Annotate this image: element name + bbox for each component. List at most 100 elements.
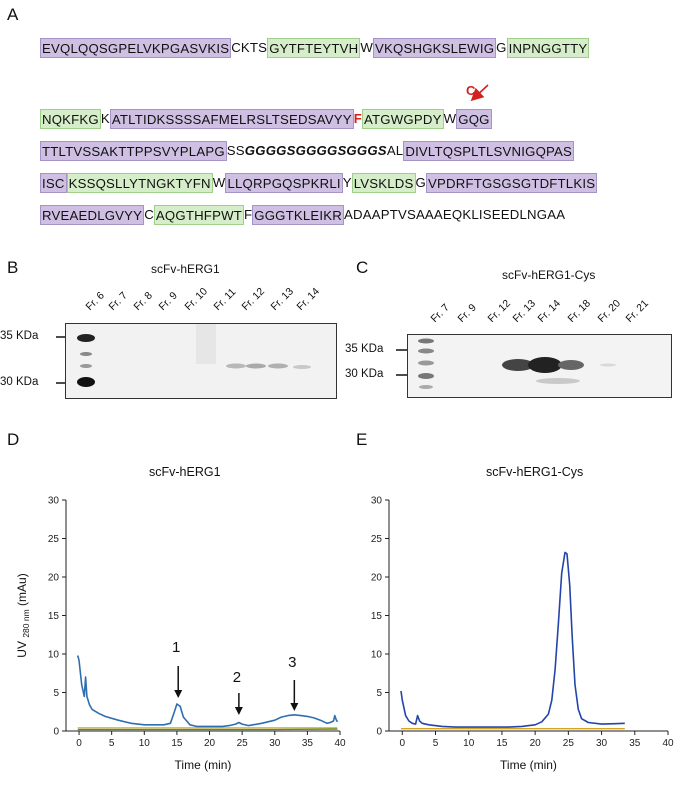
gel-b-marker-35: 35 KDa [0, 330, 39, 342]
framework-segment: EVQLQQSGPELVKPGASVKIS [40, 38, 232, 58]
y-axis-label-unit: (mAu) [15, 573, 29, 609]
panel-letter-e: E [356, 430, 368, 449]
residue-segment: G [496, 40, 507, 55]
y-axis-label-main: UV [15, 638, 29, 658]
gel-c-title: scFv-hERG1-Cys [502, 268, 596, 282]
framework-segment: VPDRFTGSGSGTDFTLKIS [426, 173, 598, 193]
x-tick-label: 10 [139, 738, 151, 749]
framework-segment: ISC [40, 173, 67, 193]
peak-arrow-head [290, 703, 299, 711]
x-tick-label: 0 [400, 738, 406, 749]
peak-arrow-head [234, 707, 243, 715]
residue-segment: SS [226, 143, 245, 158]
peak-label: 2 [233, 669, 241, 686]
cdr-segment: AQGTHFPWT [153, 205, 244, 225]
x-tick-label: 30 [269, 738, 281, 749]
y-tick-label: 5 [376, 688, 382, 699]
sequence-line: EVQLQQSGPELVKPGASVKIS CKTS GYTFTEYTVH W VKQS… [40, 37, 590, 59]
y-tick-label: 5 [53, 688, 59, 699]
y-tick-label: 0 [376, 727, 382, 738]
framework-segment: LLQRPGQSPKRLI [225, 173, 343, 193]
x-axis-label: Time (min) [500, 758, 557, 772]
x-tick-label: 5 [433, 738, 439, 749]
sequence-line: TTLTVSSAKTTPPSVYPLAPG SS GGGGSGGGGSGGGS AL D… [40, 140, 575, 162]
gel-c-marker-30: 30 KDa [345, 368, 384, 380]
framework-segment: DIVLTQSPLTLSVNIGQPAS [403, 141, 575, 161]
y-tick-label: 30 [48, 496, 60, 507]
framework-segment: ATLTIDKSSSSAFMELRSLTSEDSAVYY [109, 109, 354, 129]
y-tick-label: 20 [48, 573, 60, 584]
sequence-line: NQKFKG K ATLTIDKSSSSAFMELRSLTSEDSAVYY F ATGW… [40, 108, 492, 130]
gel-b-title: scFv-hERG1 [151, 262, 220, 276]
chart-d-title: scFv-hERG1 [149, 465, 221, 479]
peak-label: 3 [288, 654, 296, 671]
residue-segment: W [212, 175, 226, 190]
x-tick-label: 40 [662, 738, 674, 749]
sequence-line: RVEAEDLGVYY C AQGTHFPWT F GGGTKLEIKR ADAAPTVS… [40, 204, 565, 226]
x-tick-label: 25 [563, 738, 575, 749]
gel-b-image [65, 323, 337, 399]
framework-segment: GGGTKLEIKR [252, 205, 344, 225]
y-tick-label: 0 [53, 727, 59, 738]
x-tick-label: 40 [334, 738, 346, 749]
residue-segment: ADAAPTVSAAAEQKLISEEDLNGAA [343, 207, 566, 222]
residue-segment: F [243, 207, 253, 222]
cdr-segment: KSSQSLLYTNGKTYFN [66, 173, 213, 193]
residue-segment: C [144, 207, 154, 222]
y-axis-label-sub: 280 nm [21, 609, 31, 637]
cdr-segment: ATGWGPDY [362, 109, 444, 129]
residue-segment: K [100, 111, 110, 126]
panel-letter-b: B [7, 258, 19, 277]
y-tick-label: 30 [371, 496, 383, 507]
y-axis-label: UV 280 nm (mAu) [15, 573, 31, 657]
y-tick-label: 25 [371, 534, 383, 545]
x-tick-label: 15 [171, 738, 183, 749]
framework-segment: RVEAEDLGVYY [40, 205, 145, 225]
x-tick-label: 35 [302, 738, 314, 749]
gel-c-image [407, 334, 672, 398]
y-tick-label: 15 [371, 611, 383, 622]
x-tick-label: 5 [109, 738, 115, 749]
panel-letter-d: D [7, 430, 20, 449]
x-tick-label: 30 [596, 738, 608, 749]
series-line-0 [400, 551, 625, 728]
cdr-segment: LVSKLDS [351, 173, 416, 193]
residue-segment: AL [386, 143, 404, 158]
panel-letter-c: C [356, 258, 369, 277]
cdr-segment: GYTFTEYTVH [267, 38, 361, 58]
residue-segment: G [415, 175, 426, 190]
x-tick-label: 20 [530, 738, 542, 749]
framework-segment: GQG [456, 109, 492, 129]
peak-arrow-head [174, 690, 183, 698]
residue-segment: CKTS [231, 40, 268, 55]
y-tick-label: 25 [48, 534, 60, 545]
gel-b-marker-30: 30 KDa [0, 376, 39, 388]
peak-label: 1 [172, 639, 180, 656]
y-tick-label: 20 [371, 573, 383, 584]
y-tick-label: 10 [371, 650, 383, 661]
residue-segment: W [443, 111, 457, 126]
x-axis-label: Time (min) [175, 758, 232, 772]
x-tick-label: 20 [204, 738, 216, 749]
residue-segment: Y [342, 175, 352, 190]
framework-segment: VKQSHGKSLEWIG [373, 38, 497, 58]
panel-letter-a: A [7, 5, 19, 24]
framework-segment: TTLTVSSAKTTPPSVYPLAPG [40, 141, 227, 161]
gel-c-marker-35: 35 KDa [345, 343, 384, 355]
x-tick-label: 25 [237, 738, 249, 749]
x-tick-label: 10 [463, 738, 475, 749]
cdr-segment: NQKFKG [40, 109, 101, 129]
linker-segment: GGGGSGGGGSGGGS [244, 143, 387, 158]
y-tick-label: 10 [48, 650, 60, 661]
chart-e-title: scFv-hERG1-Cys [486, 465, 584, 479]
sequence-line: ISC KSSQSLLYTNGKTYFN W LLQRPGQSPKRLI Y LVSKLD… [40, 172, 598, 194]
mutation-residue: F [353, 111, 363, 126]
x-tick-label: 0 [76, 738, 82, 749]
y-tick-label: 15 [48, 611, 60, 622]
x-tick-label: 35 [629, 738, 641, 749]
x-tick-label: 15 [496, 738, 508, 749]
